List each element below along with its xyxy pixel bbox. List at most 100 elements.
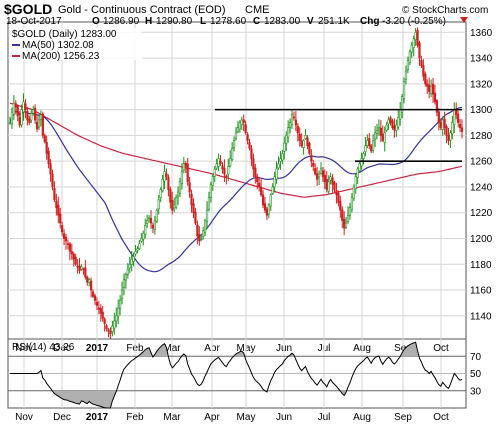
candle-body bbox=[383, 132, 386, 143]
candle-body bbox=[86, 276, 89, 283]
candle-body bbox=[130, 258, 133, 265]
candle-body bbox=[404, 70, 408, 80]
rsi-y-tick-label: 70 bbox=[470, 352, 482, 363]
candle-body bbox=[132, 256, 135, 262]
candle-body bbox=[213, 168, 216, 177]
candle-body bbox=[225, 175, 228, 178]
ma200-series bbox=[9, 102, 463, 198]
candle-body bbox=[406, 60, 410, 70]
candle-body bbox=[82, 268, 85, 271]
candle-body bbox=[207, 196, 211, 210]
quote-date: 18-Oct-2017 bbox=[6, 16, 62, 27]
legend-ma200: MA(200) 1256.23 bbox=[22, 51, 100, 62]
candle-body bbox=[24, 103, 27, 110]
price-y-tick-label: 1200 bbox=[470, 234, 493, 245]
candle-body bbox=[105, 325, 108, 329]
candle-body bbox=[290, 114, 294, 125]
rsi-overbought-fill bbox=[10, 342, 462, 357]
candle-body bbox=[300, 140, 303, 147]
candle-body bbox=[14, 103, 17, 108]
candle-body bbox=[319, 168, 323, 174]
candle-body bbox=[175, 196, 178, 208]
candle-body bbox=[202, 230, 205, 237]
candle-body bbox=[294, 119, 297, 126]
candle-body bbox=[366, 140, 369, 147]
candle-body bbox=[169, 189, 172, 203]
price-y-tick-label: 1280 bbox=[470, 131, 493, 142]
candle-body bbox=[397, 117, 400, 128]
candle-body bbox=[317, 173, 321, 178]
candle-body bbox=[22, 101, 25, 113]
candle-body bbox=[59, 213, 62, 224]
candle-body bbox=[229, 158, 232, 167]
candle-body bbox=[57, 204, 60, 216]
candle-body bbox=[117, 307, 120, 317]
candle-body bbox=[416, 30, 419, 46]
candle-body bbox=[399, 109, 402, 120]
price-y-axis: 1140 1160 1180 1200 1220 1240 1260 1280 1300 1320… bbox=[470, 28, 493, 322]
candle-body bbox=[120, 289, 124, 300]
candle-body bbox=[358, 163, 361, 171]
candle-body bbox=[76, 265, 79, 268]
candle-body bbox=[231, 147, 234, 160]
candle-body bbox=[379, 127, 382, 136]
candle-body bbox=[377, 127, 381, 130]
rsi-series bbox=[10, 341, 463, 409]
candle-body bbox=[10, 111, 14, 125]
candle-body bbox=[37, 119, 41, 128]
candle-body bbox=[26, 110, 29, 121]
rsi-x-tick-label: Apr bbox=[204, 412, 220, 423]
candle-body bbox=[176, 191, 180, 197]
candle-body bbox=[414, 32, 417, 40]
rsi-x-tick-label: Nov bbox=[15, 412, 33, 423]
candle-body bbox=[163, 171, 166, 182]
candle-body bbox=[443, 118, 446, 128]
rsi-x-axis: Nov Dec 2017 Feb Mar Apr May Jun Jul Aug Sep Oct bbox=[15, 412, 449, 423]
candle-body bbox=[12, 102, 15, 115]
candle-body bbox=[244, 124, 247, 134]
candle-body bbox=[352, 186, 355, 199]
candle-body bbox=[151, 224, 155, 229]
candle-body bbox=[252, 158, 255, 170]
candle-body bbox=[263, 203, 267, 211]
candle-body bbox=[304, 135, 307, 139]
ticker-symbol: $GOLD bbox=[4, 1, 52, 17]
candle-body bbox=[113, 320, 116, 329]
candle-body bbox=[128, 263, 131, 269]
candle-body bbox=[182, 163, 185, 171]
candle-body bbox=[350, 196, 353, 210]
volume-label: V bbox=[307, 16, 314, 27]
candle-body bbox=[192, 203, 195, 214]
candle-body bbox=[101, 311, 104, 319]
candle-body bbox=[426, 83, 429, 87]
candle-body bbox=[16, 105, 19, 117]
candle-body bbox=[126, 269, 129, 275]
candle-body bbox=[460, 127, 464, 132]
candle-body bbox=[188, 182, 191, 193]
candle-body bbox=[142, 233, 145, 240]
change-value: -3.20 (-0.25%) bbox=[382, 16, 446, 27]
candle-body bbox=[111, 325, 114, 333]
candle-body bbox=[254, 167, 257, 177]
candle-body bbox=[391, 120, 394, 128]
candle-body bbox=[306, 137, 309, 147]
candle-body bbox=[149, 217, 153, 224]
candle-body bbox=[288, 122, 292, 128]
candle-body bbox=[455, 109, 458, 116]
candle-body bbox=[41, 113, 44, 136]
candle-body bbox=[155, 209, 158, 222]
candle-body bbox=[134, 251, 137, 255]
candle-body bbox=[285, 135, 288, 144]
candle-body bbox=[203, 220, 207, 233]
candle-body bbox=[281, 153, 284, 161]
candle-body bbox=[209, 184, 212, 198]
watermark-logo: © StockCharts.com bbox=[402, 5, 488, 16]
candle-body bbox=[321, 170, 325, 177]
candle-body bbox=[35, 121, 39, 130]
candle-body bbox=[312, 162, 315, 167]
candle-body bbox=[62, 233, 66, 239]
open-label: O bbox=[92, 16, 100, 27]
candle-body bbox=[34, 107, 37, 121]
candle-body bbox=[90, 280, 93, 291]
candle-body bbox=[269, 194, 272, 207]
